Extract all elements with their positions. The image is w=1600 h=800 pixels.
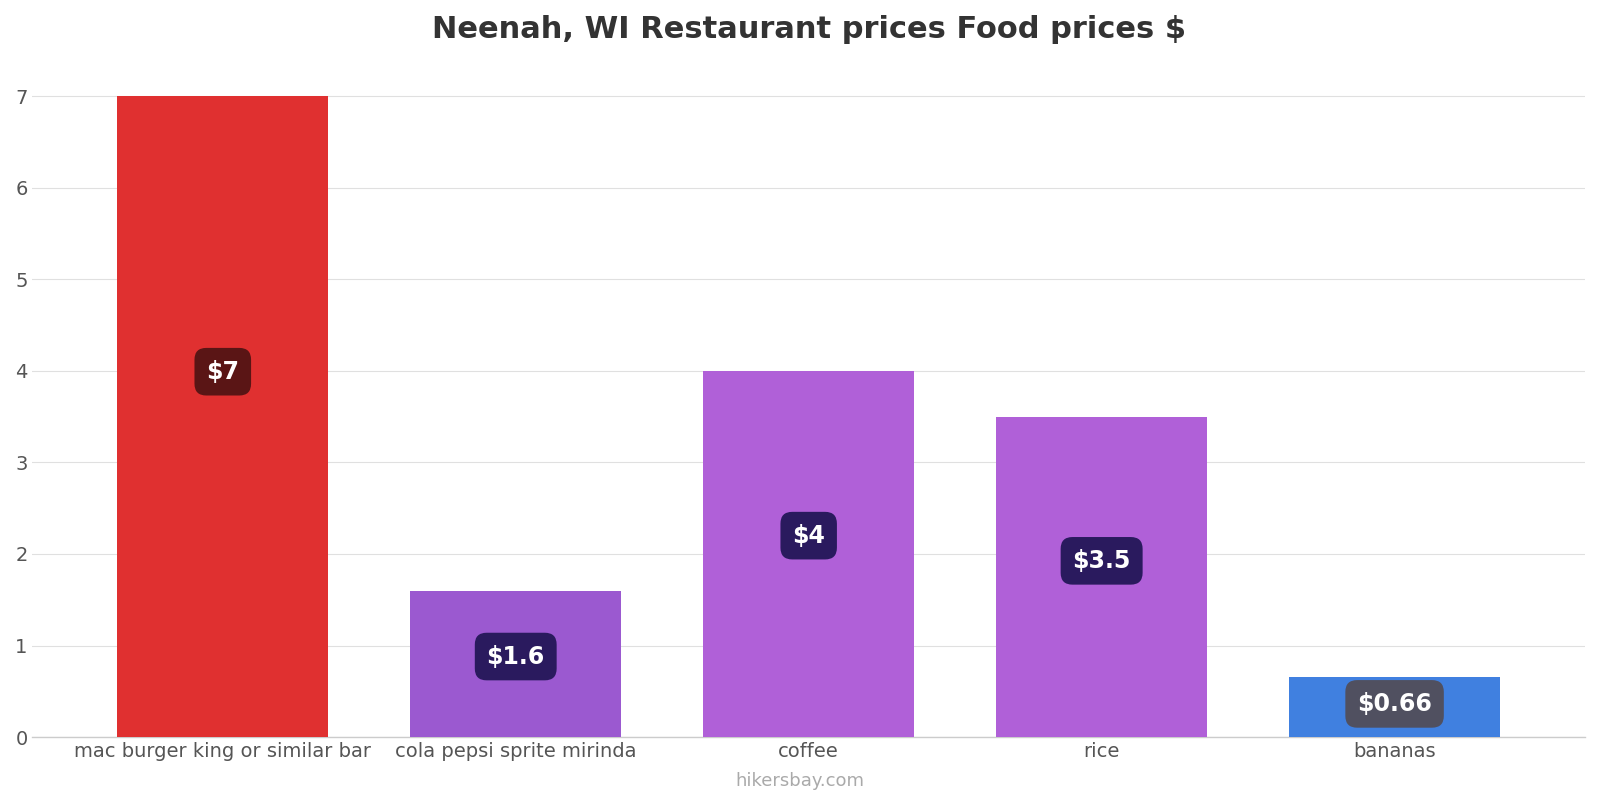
Text: $3.5: $3.5	[1072, 549, 1131, 573]
Bar	[117, 96, 328, 737]
Title: Neenah, WI Restaurant prices Food prices $: Neenah, WI Restaurant prices Food prices…	[432, 15, 1186, 44]
Text: $7: $7	[206, 360, 240, 384]
Text: $4: $4	[792, 524, 826, 548]
Bar	[704, 370, 914, 737]
Text: $0.66: $0.66	[1357, 692, 1432, 716]
Bar	[1290, 677, 1501, 737]
Bar	[997, 417, 1206, 737]
Bar	[410, 590, 621, 737]
Text: hikersbay.com: hikersbay.com	[736, 773, 864, 790]
Text: $1.6: $1.6	[486, 645, 546, 669]
